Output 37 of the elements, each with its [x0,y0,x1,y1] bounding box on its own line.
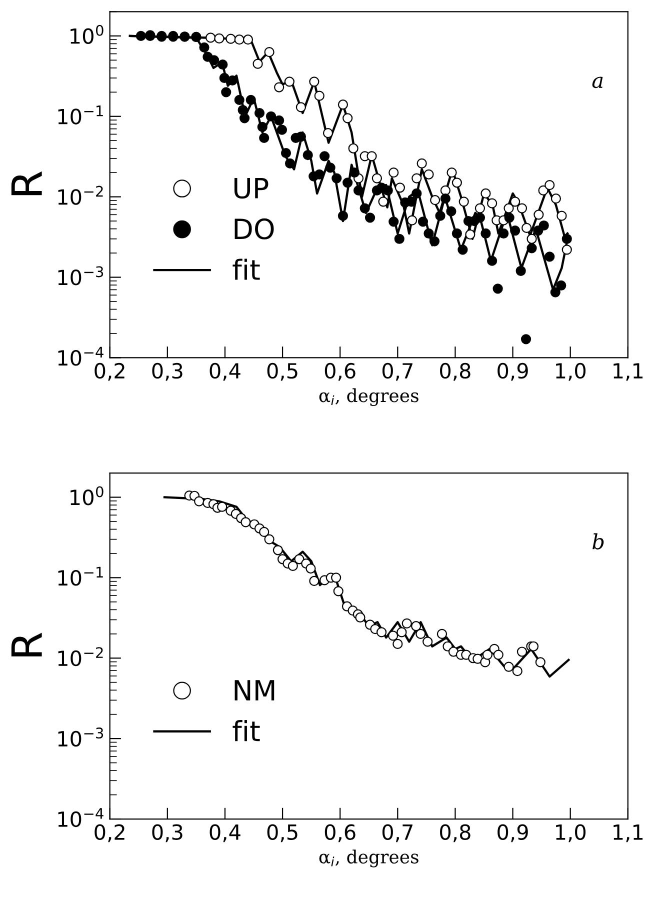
legend-label: fit [232,258,260,280]
x-tick-label: 0,3 [152,824,182,842]
x-tick-label: 0,8 [440,824,470,842]
x-tick-label: 0,5 [267,362,298,381]
x-axis-title: α$_{i}$, degrees [319,850,418,868]
y-axis-title: R [11,632,42,656]
x-tick-label: 1,0 [556,824,586,842]
annotation: a [592,76,603,88]
x-tick-label: 0,4 [210,824,240,842]
y-tick-label: 10$^{−2}$ [58,647,103,666]
y-tick-label: 10$^{−1}$ [58,106,103,124]
legend-label: DO [234,218,274,240]
x-tick-label: 1,1 [614,824,643,842]
x-tick-label: 0,4 [210,362,240,381]
x-tick-label: 0,5 [267,824,298,842]
y-tick-label: 10$^{−3}$ [58,266,104,286]
x-tick-label: 0,6 [324,824,356,842]
x-tick-label: 0,6 [324,362,356,381]
legend-label: NM [234,680,274,700]
y-tick-label: 10$^{0}$ [70,24,104,44]
x-tick-label: 0,8 [440,362,470,381]
annotation: b [592,533,604,550]
y-axis-title: R [11,171,42,196]
x-axis-title: α$_{i}$, degrees [319,388,418,406]
y-tick-label: 10$^{0}$ [70,486,104,506]
y-tick-label: 10$^{−3}$ [58,728,104,747]
legend-label: fit [232,720,260,742]
legend-label: UP [234,178,268,199]
x-tick-label: 0,7 [382,362,412,381]
x-tick-label: 1,0 [556,362,586,381]
x-tick-label: 1,1 [614,363,643,381]
x-tick-label: 0,9 [498,824,528,842]
x-tick-label: 0,9 [498,362,528,381]
y-tick-label: 10$^{−1}$ [58,566,103,586]
x-tick-label: 0,7 [382,824,412,842]
y-tick-label: 10$^{−2}$ [58,186,103,205]
x-tick-label: 0,3 [152,362,182,381]
